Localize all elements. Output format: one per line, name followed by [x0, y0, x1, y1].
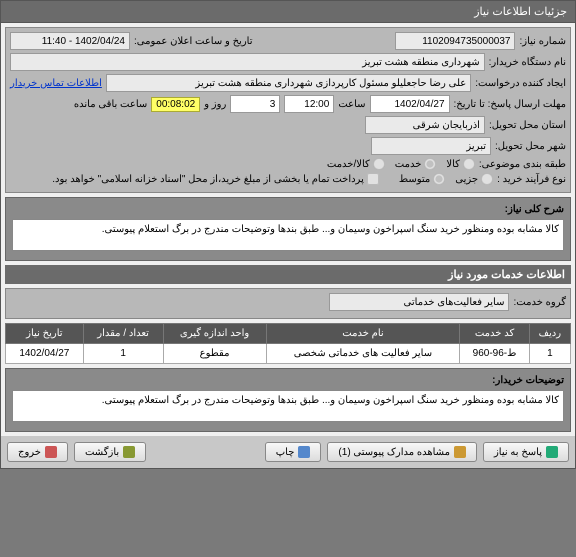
table-header-row: ردیف کد خدمت نام خدمت واحد اندازه گیری ت… [6, 324, 571, 344]
process-small-label: جزیی [455, 174, 478, 185]
process-label: نوع فرآیند خرید : [497, 174, 566, 185]
group-field [329, 293, 509, 311]
summary-section: شرح کلی نیاز: [5, 197, 571, 261]
col-date: تاریخ نیاز [6, 324, 84, 344]
back-button[interactable]: بازگشت [74, 442, 146, 462]
group-section: گروه خدمت: [5, 288, 571, 319]
summary-label: شرح کلی نیاز: [494, 204, 564, 215]
partial-pay-label: پرداخت تمام یا بخشی از مبلغ خرید،از محل … [52, 174, 364, 185]
time-label: ساعت [338, 99, 365, 110]
creator-field [106, 74, 471, 92]
notes-section: توضیحات خریدار: [5, 368, 571, 432]
countdown-timer: 00:08:02 [151, 97, 200, 112]
exit-button-label: خروج [18, 447, 41, 458]
process-medium-radio[interactable]: متوسط [399, 173, 445, 185]
days-label: روز و [204, 99, 226, 110]
col-row: ردیف [529, 324, 570, 344]
remaining-label: ساعت باقی مانده [74, 99, 147, 110]
process-radio-group: جزیی متوسط [399, 173, 493, 185]
process-medium-label: متوسط [399, 174, 430, 185]
class-service-label: خدمت [395, 159, 422, 170]
cell-row: 1 [529, 344, 570, 364]
creator-label: ایجاد کننده درخواست: [475, 78, 566, 89]
print-button-label: چاپ [276, 447, 295, 458]
class-goods-service-label: کالا/خدمت [327, 159, 370, 170]
notes-textarea [12, 390, 564, 422]
reply-button-label: پاسخ به نیاز [494, 447, 542, 458]
group-label: گروه خدمت: [513, 297, 566, 308]
print-icon [298, 446, 310, 458]
deadline-date-field [370, 95, 450, 113]
class-label: طبقه بندی موضوعی: [479, 159, 566, 170]
buyer-name-label: نام دستگاه خریدار: [489, 57, 566, 68]
window-title: جزئیات اطلاعات نیاز [1, 1, 575, 23]
services-header: اطلاعات خدمات مورد نیاز [5, 265, 571, 284]
partial-pay-checkbox[interactable]: پرداخت تمام یا بخشی از مبلغ خرید،از محل … [52, 173, 379, 185]
reply-icon [546, 446, 558, 458]
announce-dt-field [10, 32, 130, 50]
buyer-contact-link[interactable]: اطلاعات تماس خریدار [10, 78, 102, 89]
col-qty: تعداد / مقدار [83, 324, 163, 344]
cell-qty: 1 [83, 344, 163, 364]
class-goods-service-radio[interactable]: کالا/خدمت [327, 158, 385, 170]
exit-button[interactable]: خروج [7, 442, 68, 462]
exit-icon [45, 446, 57, 458]
city-field [371, 137, 491, 155]
class-goods-radio[interactable]: کالا [446, 158, 475, 170]
deadline-label: مهلت ارسال پاسخ: تا تاریخ: [454, 99, 566, 110]
class-goods-label: کالا [446, 159, 460, 170]
col-code: کد خدمت [460, 324, 529, 344]
print-button[interactable]: چاپ [265, 442, 322, 462]
cell-code: ط-96-960 [460, 344, 529, 364]
table-row[interactable]: 1 ط-96-960 سایر فعالیت های خدماتی شخصی م… [6, 344, 571, 364]
col-name: نام خدمت [266, 324, 460, 344]
col-unit: واحد اندازه گیری [163, 324, 266, 344]
province-field [365, 116, 485, 134]
process-small-radio[interactable]: جزیی [455, 173, 493, 185]
class-radio-group: کالا خدمت کالا/خدمت [327, 158, 475, 170]
cell-name: سایر فعالیت های خدماتی شخصی [266, 344, 460, 364]
need-no-field [395, 32, 515, 50]
announce-dt-label: تاریخ و ساعت اعلان عمومی: [134, 36, 253, 47]
services-table: ردیف کد خدمت نام خدمت واحد اندازه گیری ت… [5, 323, 571, 364]
province-label: استان محل تحویل: [489, 120, 566, 131]
city-label: شهر محل تحویل: [495, 141, 566, 152]
buyer-name-field [10, 53, 485, 71]
attachments-button-label: مشاهده مدارک پیوستی (1) [338, 447, 450, 458]
need-no-label: شماره نیاز: [519, 36, 566, 47]
summary-textarea [12, 219, 564, 251]
back-button-label: بازگشت [85, 447, 119, 458]
attachment-icon [454, 446, 466, 458]
back-icon [123, 446, 135, 458]
reply-button[interactable]: پاسخ به نیاز [483, 442, 569, 462]
notes-label: توضیحات خریدار: [484, 375, 564, 386]
need-details-window: جزئیات اطلاعات نیاز شماره نیاز: تاریخ و … [0, 0, 576, 469]
class-service-radio[interactable]: خدمت [395, 158, 437, 170]
attachments-button[interactable]: مشاهده مدارک پیوستی (1) [327, 442, 477, 462]
cell-date: 1402/04/27 [6, 344, 84, 364]
button-bar: پاسخ به نیاز مشاهده مدارک پیوستی (1) چاپ… [1, 436, 575, 468]
cell-unit: مقطوع [163, 344, 266, 364]
deadline-time-field [284, 95, 334, 113]
main-info-section: شماره نیاز: تاریخ و ساعت اعلان عمومی: نا… [5, 27, 571, 193]
days-field [230, 95, 280, 113]
